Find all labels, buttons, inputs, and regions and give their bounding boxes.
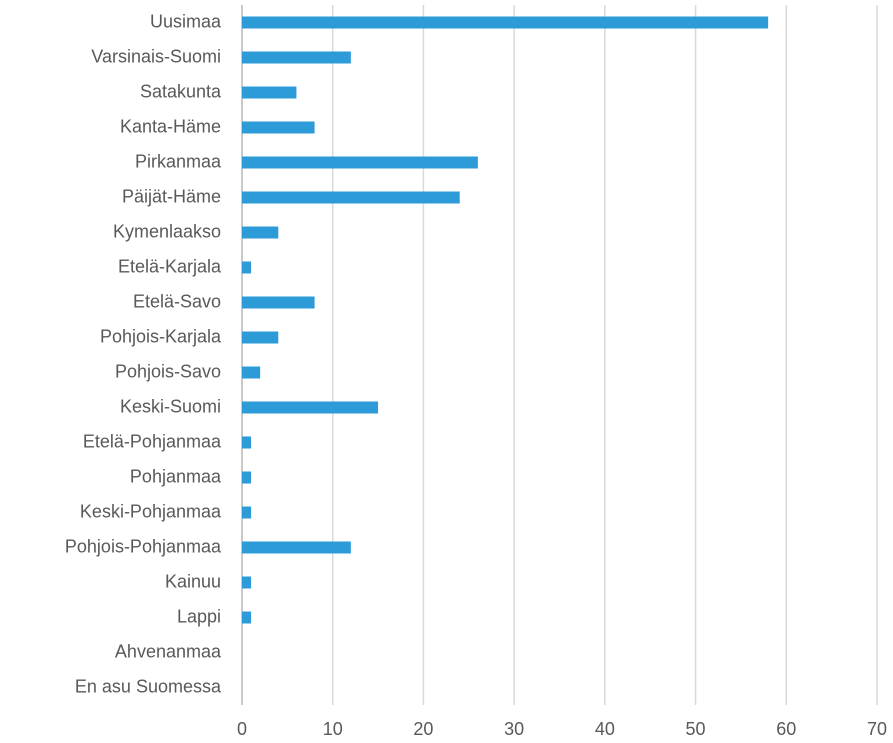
- y-tick-label: Ahvenanmaa: [115, 641, 222, 661]
- x-tick-label: 0: [237, 719, 247, 739]
- bar: [242, 471, 252, 484]
- bar: [242, 51, 351, 64]
- y-tick-label: Satakunta: [140, 81, 222, 101]
- bar: [242, 436, 252, 449]
- bar: [242, 296, 315, 309]
- x-tick-label: 30: [504, 719, 524, 739]
- x-tick-label: 10: [323, 719, 343, 739]
- bar: [242, 541, 351, 554]
- bar: [242, 611, 252, 624]
- x-tick-label: 20: [413, 719, 433, 739]
- y-tick-label: Kanta-Häme: [120, 116, 221, 136]
- y-tick-label: Uusimaa: [150, 11, 222, 31]
- y-tick-label: Pirkanmaa: [135, 151, 222, 171]
- x-tick-label: 60: [776, 719, 796, 739]
- y-tick-label: Päijät-Häme: [122, 186, 221, 206]
- y-tick-label: Pohjois-Pohjanmaa: [65, 536, 222, 556]
- bar: [242, 401, 379, 414]
- y-tick-label: Etelä-Pohjanmaa: [83, 431, 222, 451]
- y-tick-label: Keski-Pohjanmaa: [80, 501, 222, 521]
- x-tick-label: 70: [867, 719, 887, 739]
- bar: [242, 576, 252, 589]
- y-tick-label: Varsinais-Suomi: [91, 46, 221, 66]
- y-tick-label: Kymenlaakso: [113, 221, 221, 241]
- bar: [242, 16, 769, 29]
- x-tick-label: 40: [595, 719, 615, 739]
- y-tick-label: En asu Suomessa: [75, 676, 222, 696]
- y-tick-label: Keski-Suomi: [120, 396, 221, 416]
- bar: [242, 331, 279, 344]
- y-tick-label: Pohjois-Savo: [115, 361, 221, 381]
- bar: [242, 121, 315, 134]
- y-tick-label: Lappi: [177, 606, 221, 626]
- x-tick-label: 50: [686, 719, 706, 739]
- y-tick-label: Pohjanmaa: [130, 466, 222, 486]
- bar: [242, 156, 478, 169]
- y-tick-label: Kainuu: [165, 571, 221, 591]
- bar: [242, 506, 252, 519]
- y-tick-label: Etelä-Savo: [133, 291, 221, 311]
- bar: [242, 366, 261, 379]
- bar: [242, 261, 252, 274]
- y-tick-label: Pohjois-Karjala: [100, 326, 222, 346]
- y-tick-label: Etelä-Karjala: [118, 256, 222, 276]
- bar: [242, 86, 297, 99]
- bar: [242, 191, 460, 204]
- bar: [242, 226, 279, 239]
